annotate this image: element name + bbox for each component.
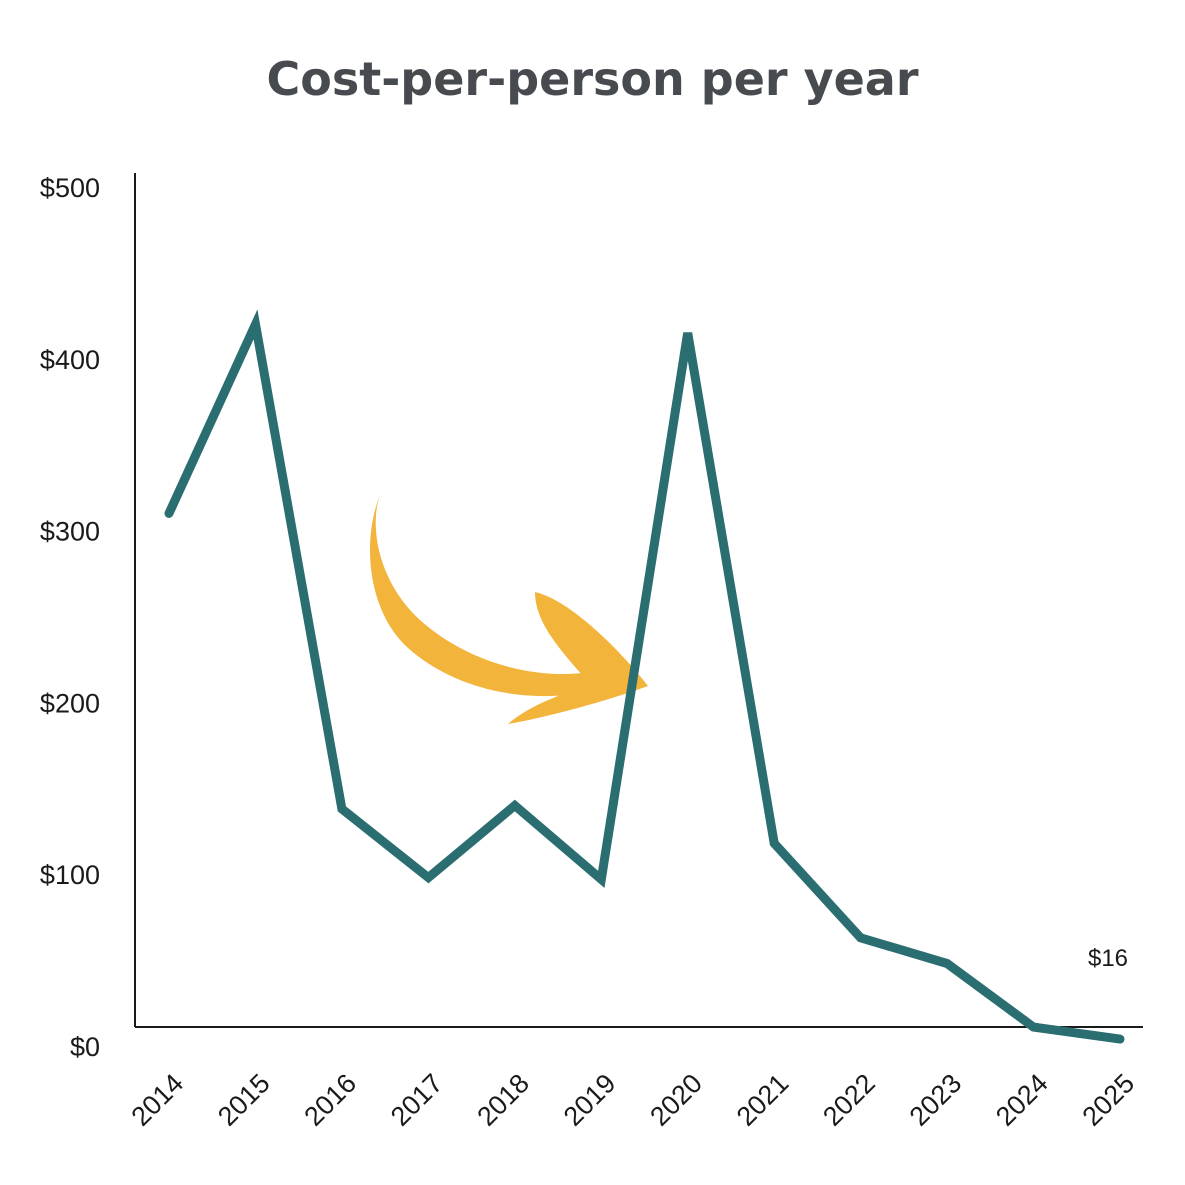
x-tick-label: 2020 (644, 1068, 708, 1132)
series-group (164, 309, 1125, 1044)
x-axis-ticks: 2014 2015 2016 2017 2018 2019 2020 2021 2022 2023… (126, 1068, 1141, 1132)
x-tick-label: 2024 (990, 1068, 1054, 1132)
x-tick-label: 2019 (558, 1068, 622, 1132)
x-tick-label: 2021 (731, 1068, 795, 1132)
y-tick-label: $100 (40, 860, 100, 890)
y-tick-label: $300 (40, 517, 100, 547)
annotation-arrow (369, 490, 648, 724)
arrow-shaft (369, 490, 596, 697)
y-tick-label: $400 (40, 345, 100, 375)
y-tick-label: $500 (40, 173, 100, 203)
x-tick-label: 2023 (904, 1068, 968, 1132)
y-tick-label: $200 (40, 688, 100, 718)
arrow-head (508, 592, 648, 724)
x-tick-label: 2015 (212, 1068, 276, 1132)
annotations: $16 (1088, 945, 1128, 972)
x-tick-label: 2016 (298, 1068, 362, 1132)
x-tick-label: 2025 (1077, 1068, 1141, 1132)
series-line (164, 309, 1125, 1044)
x-tick-label: 2014 (126, 1068, 190, 1132)
x-tick-label: 2017 (385, 1068, 449, 1132)
chart-axes (134, 173, 1143, 1028)
y-axis-ticks: $0 $100 $200 $300 $400 $500 (40, 173, 100, 1062)
x-tick-label: 2022 (817, 1068, 881, 1132)
y-tick-label: $0 (70, 1032, 100, 1062)
value-annotation-label: $16 (1088, 945, 1128, 972)
chart-title: Cost-per-person per year (266, 52, 919, 106)
x-tick-label: 2018 (471, 1068, 535, 1132)
